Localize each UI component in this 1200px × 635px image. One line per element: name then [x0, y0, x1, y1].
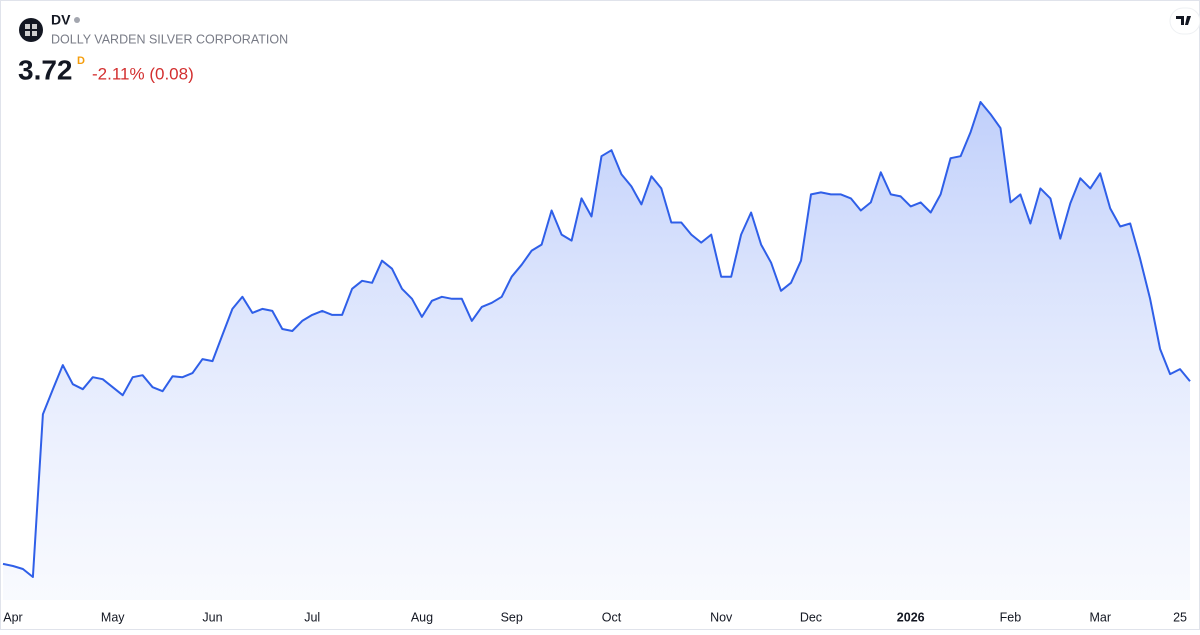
x-tick-label: May [101, 610, 125, 624]
x-tick-label: Apr [3, 610, 22, 624]
status-dot [74, 17, 80, 23]
x-tick-label: Oct [602, 610, 622, 624]
x-tick-label: Feb [1000, 610, 1022, 624]
x-tick-label: Jul [304, 610, 320, 624]
x-tick-label: Sep [501, 610, 523, 624]
x-tick-label: Nov [710, 610, 733, 624]
x-tick-label: 25 [1173, 610, 1187, 624]
x-tick-label: Jun [202, 610, 222, 624]
symbol: DV [51, 12, 71, 28]
price: 3.72 [18, 54, 73, 85]
x-tick-label: 2026 [897, 610, 925, 624]
interval: D [77, 55, 85, 67]
price-line [2, 101, 1191, 578]
x-tick-label: Aug [411, 610, 433, 624]
logo-glyph [25, 24, 37, 36]
x-tick-label: Mar [1089, 610, 1111, 624]
tradingview-logo[interactable] [1169, 7, 1200, 35]
symbol-logo [19, 18, 43, 42]
price-change: -2.11% (0.08) [92, 64, 194, 83]
area-fill [3, 102, 1190, 600]
company-name: DOLLY VARDEN SILVER CORPORATION [51, 32, 288, 46]
x-tick-label: Dec [800, 610, 822, 624]
plot [2, 101, 1191, 600]
